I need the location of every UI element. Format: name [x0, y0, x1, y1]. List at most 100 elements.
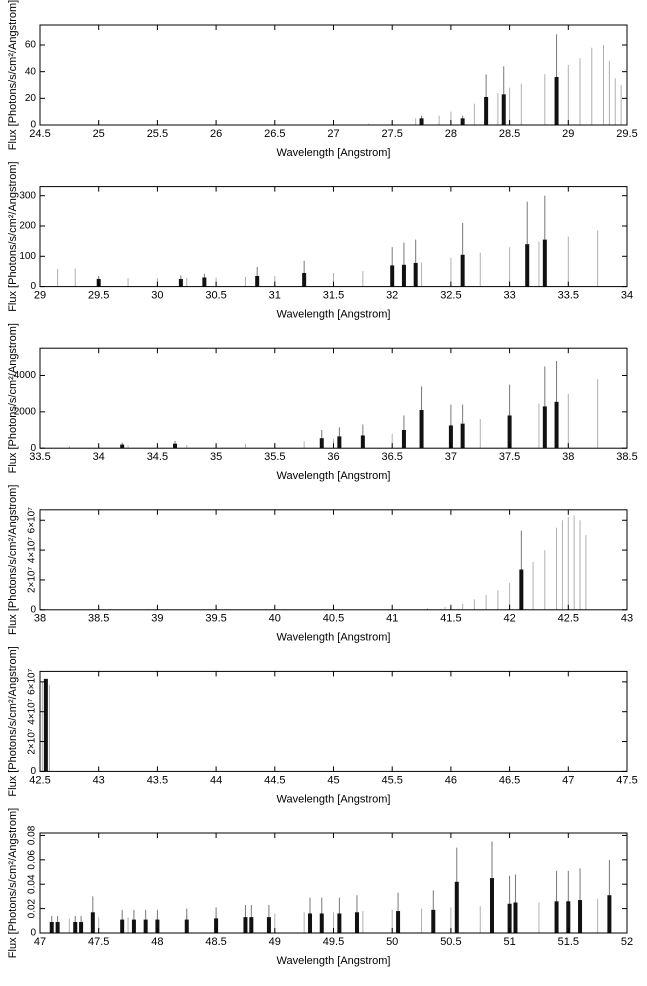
line-bar	[173, 443, 178, 449]
panel: 33.5 34 34.5 35 35.5 36 36.5 37 37.5 38 38.5 0 2000 4…	[7, 323, 638, 482]
x-axis-label: Wavelength [Angstrom]	[277, 793, 391, 805]
x-tick-label: 52	[621, 936, 633, 948]
y-tick-label: 6×10⁷	[27, 507, 38, 534]
line-bar	[401, 264, 406, 287]
line-bar	[460, 423, 465, 449]
x-tick-label: 29.5	[88, 290, 109, 302]
x-axis-label: Wavelength [Angstrom]	[277, 470, 391, 482]
x-tick-label: 41	[386, 613, 398, 625]
x-tick-label: 43.5	[147, 774, 168, 786]
x-tick-label: 30.5	[205, 290, 226, 302]
x-tick-label: 47	[562, 774, 574, 786]
line-bar	[73, 922, 78, 933]
x-tick-label: 48.5	[205, 936, 226, 948]
x-tick-label: 29.5	[616, 128, 637, 140]
plot-frame	[39, 24, 628, 126]
x-tick-label: 40.5	[323, 613, 344, 625]
x-tick-label: 29	[34, 290, 46, 302]
y-tick-label: 4×10⁷	[27, 698, 38, 725]
line-bar	[489, 878, 494, 933]
x-tick-label: 37	[445, 451, 457, 463]
x-tick-label: 33	[503, 290, 515, 302]
panel: 29 29.5 30 30.5 31 31.5 32 32.5 33 33.5 34 0 100 200 3…	[7, 161, 633, 320]
y-tick-label: 0	[30, 281, 36, 292]
x-tick-label: 33.5	[29, 451, 50, 463]
x-tick-label: 31	[269, 290, 281, 302]
y-axis-label: Flux [Photons/s/cm²/Angstrom]	[7, 808, 19, 958]
x-tick-label: 51	[503, 936, 515, 948]
y-tick-label: 4×10⁷	[27, 537, 38, 564]
x-tick-label: 38	[34, 613, 46, 625]
x-tick-label: 30	[151, 290, 163, 302]
line-bar	[360, 435, 365, 449]
line-bar	[49, 922, 54, 933]
line-bar	[566, 901, 571, 933]
x-tick-label: 24.5	[29, 128, 50, 140]
x-tick-label: 28.5	[499, 128, 520, 140]
x-tick-label: 29	[562, 128, 574, 140]
x-tick-label: 46	[445, 774, 457, 786]
line-bar	[501, 94, 506, 125]
line-bar	[255, 275, 260, 287]
x-tick-label: 46.5	[499, 774, 520, 786]
x-tick-label: 38.5	[616, 451, 637, 463]
y-tick-label: 0	[30, 766, 36, 777]
x-tick-label: 32.5	[440, 290, 461, 302]
line-bar	[454, 881, 459, 933]
line-bar	[131, 919, 136, 933]
line-bar	[319, 913, 324, 933]
x-tick-label: 36	[327, 451, 339, 463]
line-bar	[554, 901, 559, 933]
y-tick-label: 0	[30, 604, 36, 615]
y-tick-label: 0	[30, 443, 36, 454]
line-bar	[202, 277, 207, 287]
y-tick-label: 200	[19, 221, 36, 232]
x-tick-label: 51.5	[558, 936, 579, 948]
line-bar	[79, 922, 84, 933]
x-tick-label: 37.5	[499, 451, 520, 463]
line-bar	[513, 902, 518, 933]
x-tick-label: 25.5	[147, 128, 168, 140]
x-tick-label: 50.5	[440, 936, 461, 948]
y-tick-label: 0	[30, 120, 36, 131]
y-tick-label: 0.08	[27, 825, 38, 845]
y-tick-label: 60	[25, 40, 37, 51]
x-tick-label: 35	[210, 451, 222, 463]
line-bar	[484, 97, 489, 125]
line-bar	[401, 430, 406, 449]
x-tick-label: 45.5	[381, 774, 402, 786]
x-tick-label: 38	[562, 451, 574, 463]
x-tick-label: 36.5	[381, 451, 402, 463]
line-bar	[542, 406, 547, 449]
x-tick-label: 43	[93, 774, 105, 786]
x-tick-label: 41.5	[440, 613, 461, 625]
line-bar	[460, 118, 465, 125]
x-tick-label: 40	[269, 613, 281, 625]
line-bar	[155, 919, 160, 933]
x-tick-label: 43	[621, 613, 633, 625]
x-tick-label: 26.5	[264, 128, 285, 140]
line-bar	[519, 569, 524, 610]
x-tick-label: 44.5	[264, 774, 285, 786]
x-tick-label: 34	[621, 290, 633, 302]
line-bar	[354, 912, 359, 933]
line-bar	[413, 262, 418, 287]
x-tick-label: 31.5	[323, 290, 344, 302]
x-axis-label: Wavelength [Angstrom]	[277, 955, 391, 967]
y-tick-label: 6×10⁷	[27, 668, 38, 695]
y-tick-label: 2×10⁷	[27, 567, 38, 594]
y-tick-label: 0.06	[27, 850, 38, 870]
line-bar	[578, 900, 583, 933]
x-tick-label: 47	[34, 936, 46, 948]
line-bar	[120, 444, 125, 449]
line-bar	[448, 425, 453, 449]
line-bar	[554, 401, 559, 449]
y-tick-label: 4000	[14, 370, 37, 381]
x-tick-label: 39	[151, 613, 163, 625]
x-tick-label: 49.5	[323, 936, 344, 948]
y-tick-label: 2000	[14, 406, 37, 417]
line-bar	[419, 118, 424, 125]
panel: 42.5 43 43.5 44 44.5 45 45.5 46 46.5 47 47.5 0 2×10⁷…	[7, 646, 638, 805]
line-bar	[214, 918, 219, 933]
x-tick-label: 26	[210, 128, 222, 140]
